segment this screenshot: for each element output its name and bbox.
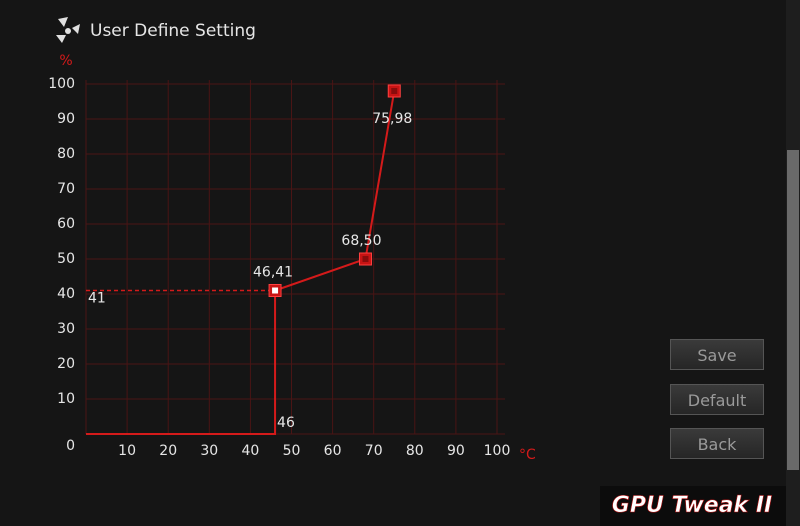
y-tick-label: 100 (48, 76, 75, 92)
back-button[interactable]: Back (670, 428, 764, 459)
x-tick-label: 40 (241, 443, 259, 459)
x-tick-label: 10 (118, 443, 136, 459)
y-tick-label: 40 (57, 286, 75, 302)
brand-bar (600, 486, 786, 526)
x-tick-label: 100 (484, 443, 511, 459)
guide-label: 41 (88, 291, 106, 307)
y-tick-label: 60 (57, 216, 75, 232)
x-tick-label: 50 (283, 443, 301, 459)
y-tick-label: 20 (57, 356, 75, 372)
brand-logo: GPU Tweak II (612, 493, 772, 518)
x-tick-label: 90 (447, 443, 465, 459)
curve-point-inner (272, 287, 279, 294)
x-tick-label: 20 (159, 443, 177, 459)
x-axis-unit: °C (519, 447, 536, 463)
x-tick-label: 70 (365, 443, 383, 459)
save-button[interactable]: Save (670, 339, 764, 370)
point-label: 75,98 (372, 111, 412, 127)
x-tick-label: 80 (406, 443, 424, 459)
y-tick-label: 70 (57, 181, 75, 197)
curve-point-inner (362, 256, 369, 262)
default-button[interactable]: Default (670, 384, 764, 415)
point-label: 46,41 (253, 265, 293, 281)
y-tick-label: 80 (57, 146, 75, 162)
point-label: 68,50 (341, 233, 381, 249)
curve-point-inner (391, 88, 398, 94)
fan-curve (86, 90, 396, 435)
y-tick-label: 0 (66, 438, 75, 454)
scrollbar-thumb[interactable] (787, 150, 799, 470)
guide-label: 46 (277, 415, 295, 431)
y-tick-label: 90 (57, 111, 75, 127)
y-tick-label: 10 (57, 391, 75, 407)
fan-icon (56, 17, 80, 43)
y-tick-label: 50 (57, 251, 75, 267)
x-tick-label: 60 (324, 443, 342, 459)
y-tick-label: 30 (57, 321, 75, 337)
title: User Define Setting (90, 21, 256, 41)
y-axis-unit: % (59, 53, 72, 69)
x-tick-label: 30 (200, 443, 218, 459)
